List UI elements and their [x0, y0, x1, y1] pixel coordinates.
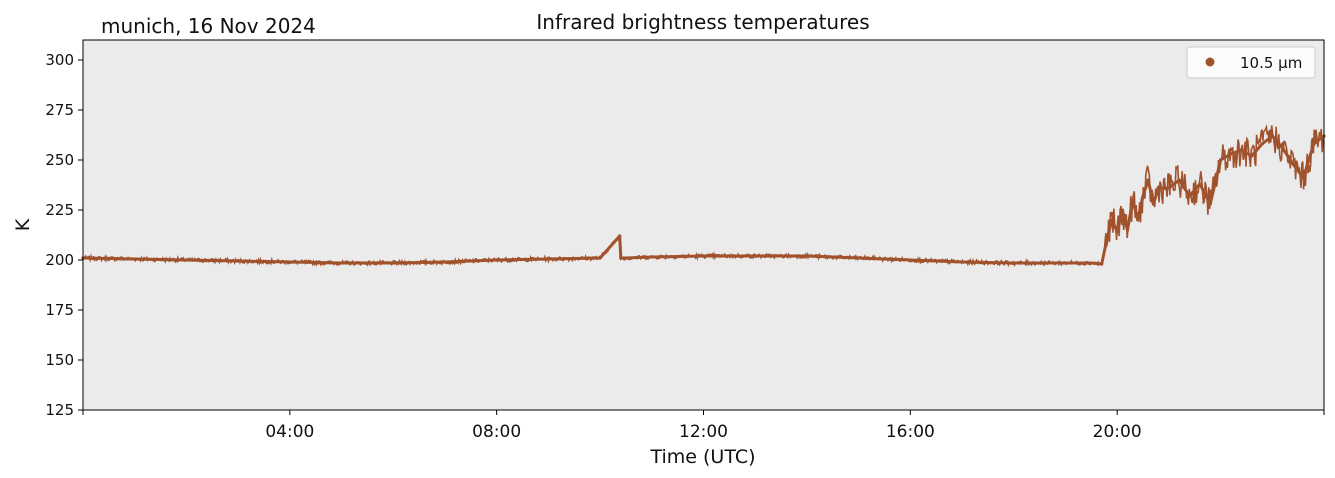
legend: 10.5 µm [1186, 46, 1316, 79]
data-point [1012, 261, 1016, 265]
data-point [1156, 186, 1161, 190]
data-point [1270, 134, 1274, 138]
legend-marker [1205, 57, 1215, 67]
y-tick-label: 275 [45, 101, 74, 119]
y-tick-label: 225 [45, 201, 74, 219]
data-point [391, 261, 395, 265]
data-point [133, 257, 137, 261]
data-point [495, 258, 499, 262]
data-point [339, 261, 344, 265]
data-point [857, 256, 861, 260]
x-tick-label: 20:00 [1093, 422, 1142, 442]
y-tick-label: 125 [45, 401, 74, 419]
data-point [1239, 148, 1243, 152]
data-point [701, 254, 706, 258]
data-point [1208, 202, 1212, 206]
chart-subtitle: munich, 16 Nov 2024 [101, 14, 316, 38]
data-point [1312, 142, 1316, 146]
y-tick-label: 250 [45, 151, 74, 169]
data-point [1146, 178, 1150, 182]
data-point [1229, 152, 1233, 156]
data-point [1100, 262, 1104, 266]
data-point [1105, 238, 1109, 242]
data-point [1151, 202, 1155, 206]
data-point [1198, 182, 1202, 186]
x-tick-label: 08:00 [472, 422, 521, 442]
data-point [960, 260, 964, 264]
x-tick-label: 04:00 [265, 422, 314, 442]
data-point [546, 257, 550, 261]
data-point [1281, 146, 1285, 150]
plot-background [83, 40, 1324, 410]
data-point [1110, 218, 1114, 222]
data-point [1089, 261, 1093, 265]
data-point [1063, 261, 1068, 265]
data-point [624, 256, 628, 260]
data-point [1115, 230, 1119, 234]
y-tick-label: 300 [45, 51, 74, 69]
y-tick-label: 150 [45, 351, 74, 369]
y-axis: 125 150 175 200 225 250 275 300 [45, 51, 83, 419]
y-tick-label: 200 [45, 251, 74, 269]
series-layer [81, 124, 1326, 268]
data-point [1291, 162, 1295, 166]
legend-label: 10.5 µm [1240, 54, 1302, 72]
data-point [1218, 158, 1223, 162]
data-point [443, 260, 447, 264]
data-point [1141, 194, 1145, 198]
data-point [1125, 228, 1130, 232]
data-point [908, 258, 912, 262]
y-axis-label: K [12, 218, 34, 231]
data-point [1136, 218, 1140, 222]
data-point [288, 260, 292, 264]
x-tick-label: 12:00 [679, 422, 728, 442]
x-tick-label: 16:00 [886, 422, 935, 442]
data-point [805, 254, 809, 258]
data-point [1177, 178, 1181, 182]
data-point [618, 234, 622, 238]
data-point [1260, 142, 1264, 146]
x-axis: 04:00 08:00 12:00 16:00 20:00 [82, 410, 1325, 442]
data-point [236, 259, 240, 263]
data-point [650, 255, 654, 259]
data-point [1187, 194, 1192, 198]
legend-box [1186, 46, 1316, 79]
chart-title: Infrared brightness temperatures [536, 10, 869, 34]
data-point [1167, 186, 1171, 190]
data-point [598, 256, 602, 260]
data-point [619, 256, 623, 260]
data-point [1301, 176, 1305, 180]
data-point [1120, 208, 1124, 212]
x-axis-label: Time (UTC) [649, 446, 755, 468]
data-point [1131, 198, 1135, 202]
y-tick-label: 175 [45, 301, 74, 319]
data-point [184, 258, 189, 262]
data-point [1250, 154, 1254, 158]
data-point [753, 254, 757, 258]
